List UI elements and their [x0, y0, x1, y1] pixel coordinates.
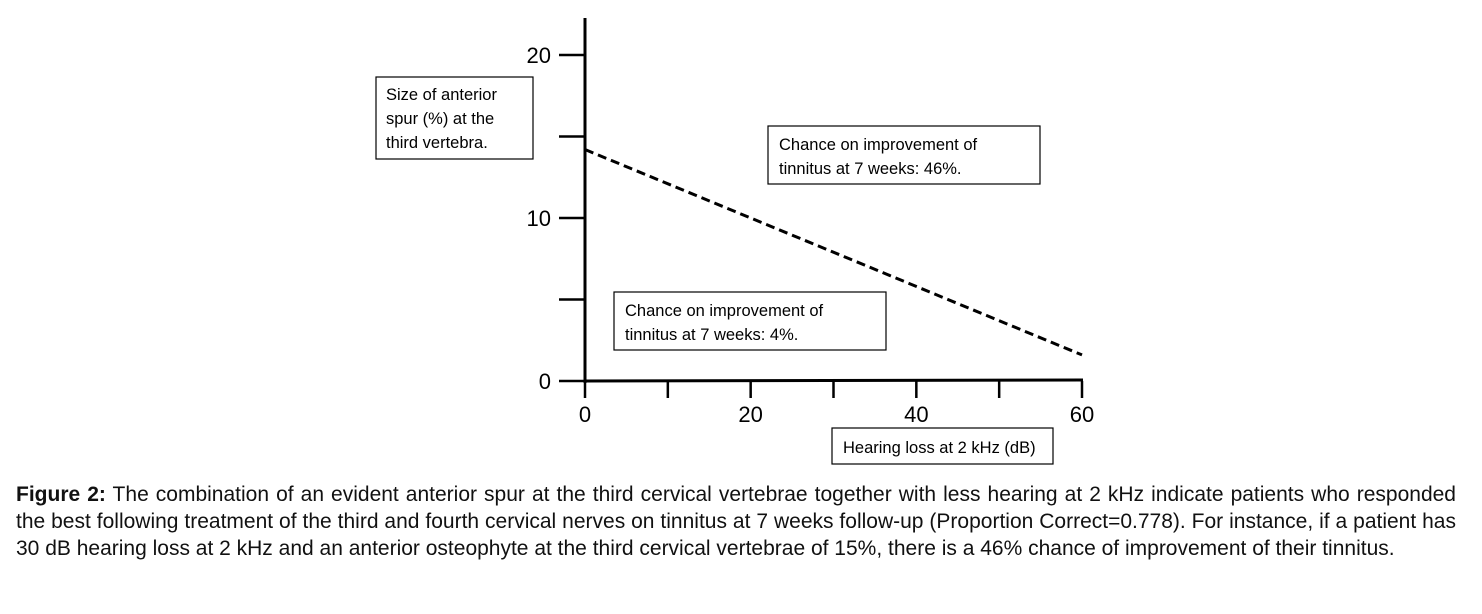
y-tick-label: 0: [539, 369, 551, 394]
x-axis-line: [583, 378, 1084, 383]
decision-boundary-line: [584, 148, 1083, 357]
y-tick-label: 20: [527, 43, 551, 68]
annotation-upper-line-2: tinnitus at 7 weeks: 46%.: [779, 160, 962, 178]
y-ticks: 0 10 20: [527, 43, 585, 394]
x-tick-label: 40: [904, 402, 928, 427]
x-axis-label-box: Hearing loss at 2 kHz (dB): [831, 427, 1054, 465]
y-axis-label-box: Size of anterior spur (%) at the third v…: [375, 76, 534, 160]
x-axis-label: Hearing loss at 2 kHz (dB): [843, 439, 1036, 457]
y-axis-label-line-2: spur (%) at the: [386, 110, 494, 128]
annotation-lower-line-1: Chance on improvement of: [625, 302, 824, 320]
axes: [583, 18, 1084, 383]
x-tick-label: 20: [738, 402, 762, 427]
x-tick-label: 60: [1070, 402, 1094, 427]
annotation-upper-line-1: Chance on improvement of: [779, 136, 978, 154]
series-group: [584, 148, 1083, 357]
caption-text: The combination of an evident anterior s…: [16, 483, 1456, 560]
y-tick-label: 10: [527, 206, 551, 231]
annotation-upper-region: Chance on improvement of tinnitus at 7 w…: [767, 125, 1041, 185]
chart: 0 10 20 0 20 40 60 Size of anterior spur (%) …: [375, 18, 1094, 465]
y-axis-label-line-1: Size of anterior: [386, 86, 497, 104]
x-ticks: 0 20 40 60: [579, 381, 1094, 427]
caption-label: Figure 2:: [16, 483, 106, 506]
x-tick-label: 0: [579, 402, 591, 427]
y-axis-label-line-3: third vertebra.: [386, 134, 488, 152]
annotation-lower-region: Chance on improvement of tinnitus at 7 w…: [613, 291, 887, 351]
annotation-lower-line-2: tinnitus at 7 weeks: 4%.: [625, 326, 798, 344]
figure-caption: Figure 2: The combination of an evident …: [16, 481, 1456, 562]
